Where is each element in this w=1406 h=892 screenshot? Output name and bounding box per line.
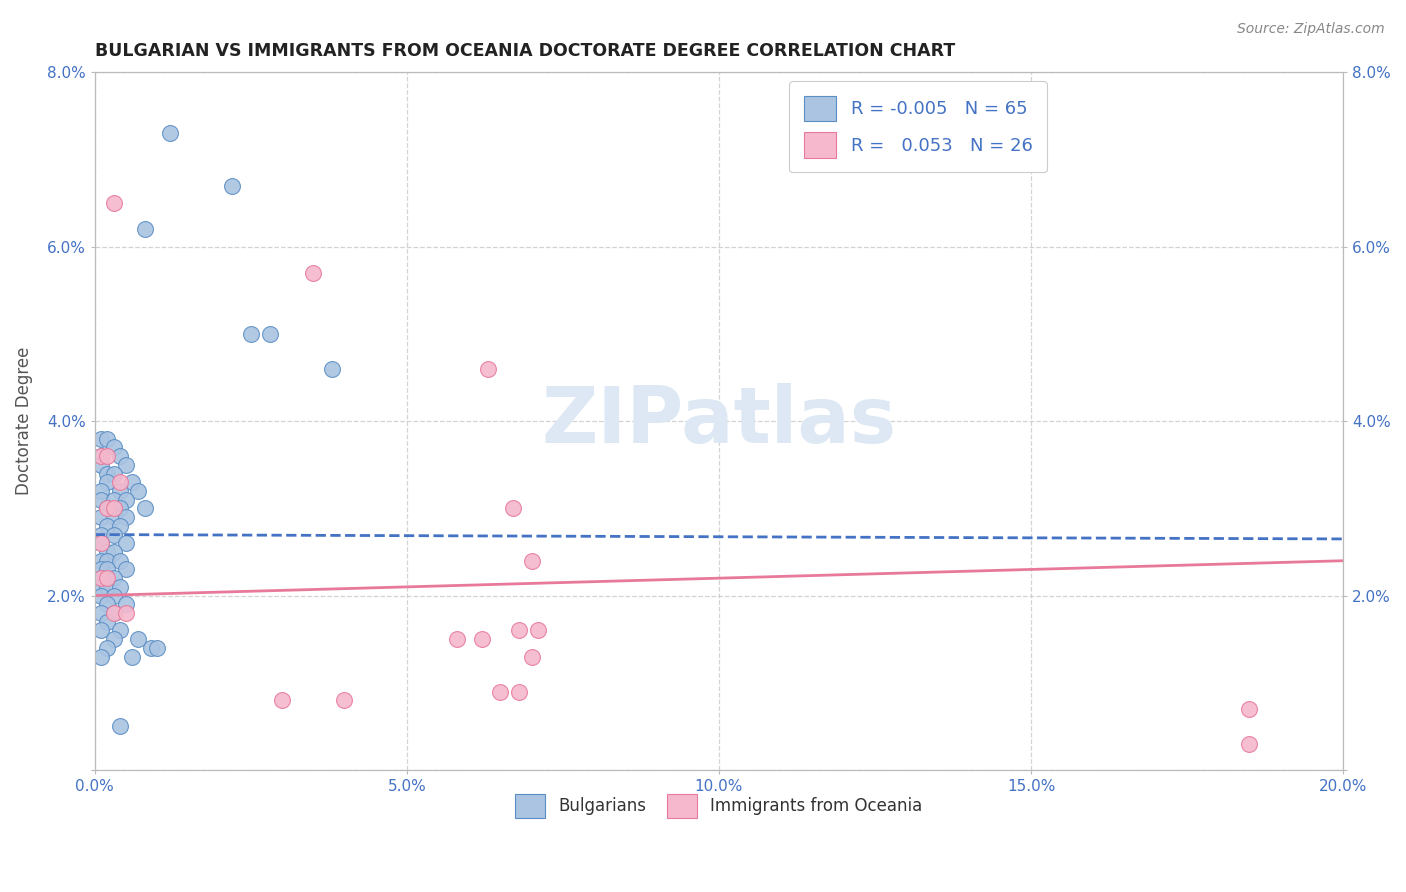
Point [103, 632, 125, 647]
Point [333, 693, 356, 707]
Legend: Bulgarians, Immigrants from Oceania: Bulgarians, Immigrants from Oceania [509, 788, 929, 824]
Point [115, 597, 138, 611]
Point [90, 483, 112, 498]
Point [259, 326, 281, 341]
Point [96, 449, 118, 463]
Point [90, 536, 112, 550]
Point [520, 554, 543, 568]
Point [159, 127, 181, 141]
Point [96, 580, 118, 594]
Point [471, 632, 494, 647]
Point [115, 536, 138, 550]
Point [146, 640, 169, 655]
Point [1239, 737, 1261, 751]
Point [96, 554, 118, 568]
Point [90, 458, 112, 472]
Point [90, 580, 112, 594]
Point [90, 571, 112, 585]
Point [103, 467, 125, 481]
Point [508, 624, 530, 638]
Point [527, 624, 550, 638]
Point [96, 640, 118, 655]
Point [103, 492, 125, 507]
Point [134, 501, 156, 516]
Point [103, 510, 125, 524]
Point [139, 640, 162, 655]
Point [90, 449, 112, 463]
Point [90, 589, 112, 603]
Point [90, 536, 112, 550]
Point [108, 554, 131, 568]
Point [127, 632, 149, 647]
Point [96, 545, 118, 559]
Point [103, 606, 125, 620]
Point [115, 492, 138, 507]
Point [96, 519, 118, 533]
Point [90, 562, 112, 576]
Point [103, 545, 125, 559]
Point [96, 432, 118, 446]
Text: Source: ZipAtlas.com: Source: ZipAtlas.com [1237, 22, 1385, 37]
Point [90, 624, 112, 638]
Point [103, 589, 125, 603]
Point [96, 501, 118, 516]
Point [115, 606, 138, 620]
Point [302, 266, 325, 280]
Point [477, 362, 499, 376]
Point [121, 475, 143, 490]
Point [103, 527, 125, 541]
Text: ZIPatlas: ZIPatlas [541, 384, 897, 459]
Point [108, 483, 131, 498]
Point [108, 519, 131, 533]
Point [108, 501, 131, 516]
Point [90, 554, 112, 568]
Point [103, 441, 125, 455]
Point [108, 580, 131, 594]
Point [103, 501, 125, 516]
Point [96, 562, 118, 576]
Y-axis label: Doctorate Degree: Doctorate Degree [15, 347, 32, 495]
Point [271, 693, 294, 707]
Point [90, 649, 112, 664]
Point [90, 449, 112, 463]
Point [96, 501, 118, 516]
Point [90, 527, 112, 541]
Point [508, 684, 530, 698]
Text: BULGARIAN VS IMMIGRANTS FROM OCEANIA DOCTORATE DEGREE CORRELATION CHART: BULGARIAN VS IMMIGRANTS FROM OCEANIA DOC… [94, 42, 955, 60]
Point [103, 196, 125, 211]
Point [502, 501, 524, 516]
Point [96, 597, 118, 611]
Point [96, 475, 118, 490]
Point [108, 624, 131, 638]
Point [127, 483, 149, 498]
Point [108, 475, 131, 490]
Point [115, 458, 138, 472]
Point [446, 632, 468, 647]
Point [96, 615, 118, 629]
Point [90, 571, 112, 585]
Point [115, 562, 138, 576]
Point [239, 326, 262, 341]
Point [321, 362, 343, 376]
Point [520, 649, 543, 664]
Point [108, 719, 131, 733]
Point [90, 492, 112, 507]
Point [103, 606, 125, 620]
Point [108, 449, 131, 463]
Point [96, 571, 118, 585]
Point [90, 432, 112, 446]
Point [1239, 702, 1261, 716]
Point [134, 222, 156, 236]
Point [90, 606, 112, 620]
Point [121, 649, 143, 664]
Point [103, 571, 125, 585]
Point [221, 178, 243, 193]
Point [115, 510, 138, 524]
Point [489, 684, 512, 698]
Point [96, 467, 118, 481]
Point [90, 510, 112, 524]
